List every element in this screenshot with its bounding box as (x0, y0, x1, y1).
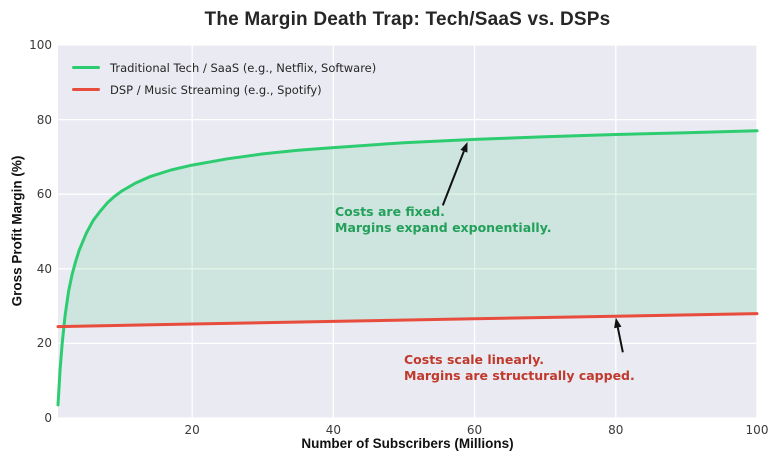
plot-background (58, 45, 757, 418)
annotation-tech-line2: Margins expand exponentially. (335, 219, 552, 235)
annotation-dsp: Costs scale linearly. Margins are struct… (404, 352, 635, 383)
series-lines-group (56, 129, 759, 407)
annotation-arrow-shaft (441, 150, 465, 206)
x-tick-label: 20 (184, 423, 200, 437)
fill-area-group (63, 130, 757, 327)
annotation-tech: Costs are fixed. Margins expand exponent… (335, 204, 551, 235)
annotation-dsp-line2: Margins are structurally capped. (404, 367, 635, 383)
annotation-arrow-shaft (616, 327, 624, 353)
y-axis-label: Gross Profit Margin (%) (9, 155, 25, 307)
y-tick-label: 40 (36, 261, 52, 276)
gridlines-group (58, 44, 758, 419)
y-tick-label: 20 (36, 336, 52, 351)
plot-background-group (58, 45, 757, 418)
x-tick-label: 80 (608, 423, 624, 437)
tech-line-swatch (72, 65, 100, 70)
annotation-tech-line1: Costs are fixed. (335, 204, 445, 219)
x-axis-label: Number of Subscribers (Millions) (301, 436, 514, 451)
legend-label-tech: Traditional Tech / SaaS (e.g., Netflix, … (110, 60, 377, 75)
legend-item-tech: Traditional Tech / SaaS (e.g., Netflix, … (72, 58, 376, 77)
annotation-arrows-group (441, 141, 624, 353)
annotation-arrow-head (460, 141, 468, 153)
chart-title: The Margin Death Trap: Tech/SaaS vs. DSP… (204, 9, 611, 30)
x-tick-label: 60 (466, 423, 483, 437)
legend: Traditional Tech / SaaS (e.g., Netflix, … (72, 58, 376, 99)
x-tick-label: 100 (745, 423, 769, 437)
annotation-dsp-line1: Costs scale linearly. (404, 352, 544, 367)
dsp-line-swatch (72, 87, 100, 92)
y-tick-label: 60 (36, 187, 52, 202)
fill-between-area (63, 130, 757, 327)
dsp-line (56, 312, 759, 329)
y-tick-label: 100 (29, 38, 52, 52)
x-tick-label: 40 (325, 423, 341, 437)
legend-item-dsp: DSP / Music Streaming (e.g., Spotify) (72, 80, 376, 99)
annotation-arrow-head (614, 317, 622, 329)
y-tick-label: 0 (44, 411, 52, 425)
y-tick-label: 80 (36, 112, 52, 127)
tech-saas-line (56, 129, 759, 407)
legend-label-dsp: DSP / Music Streaming (e.g., Spotify) (110, 82, 322, 97)
